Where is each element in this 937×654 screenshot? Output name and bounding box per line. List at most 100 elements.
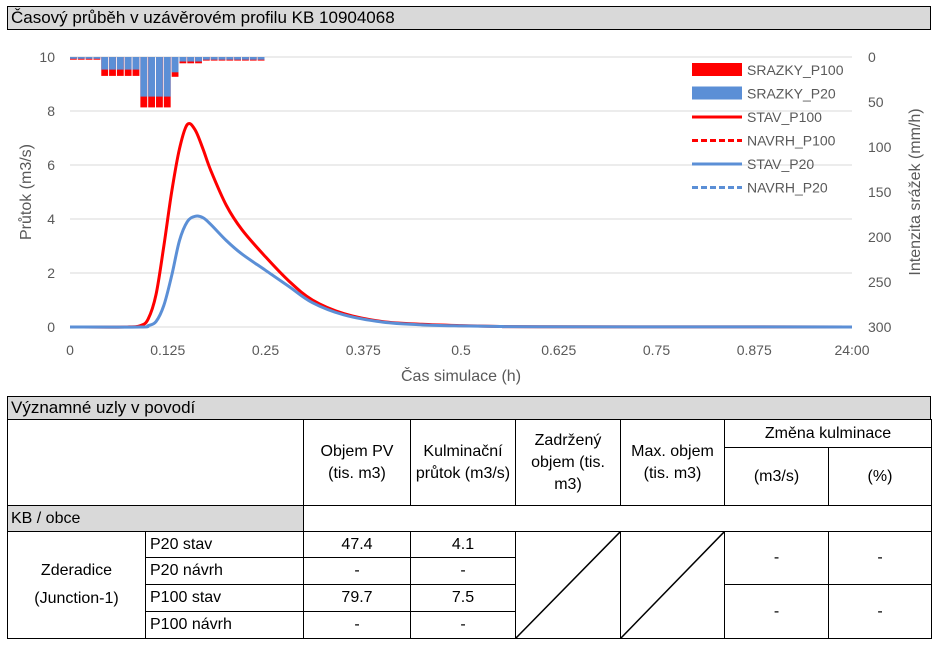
y2-axis-ticks: 0 50 100 150 200 250 300 <box>868 49 892 335</box>
peak-value: - <box>410 611 516 639</box>
rain-bar <box>132 57 140 70</box>
volume-value: 79.7 <box>303 584 411 612</box>
scenario-label: P100 stav <box>145 584 304 612</box>
rain-bar <box>257 57 265 60</box>
flow-lines <box>69 121 853 329</box>
x-tick-label: 24:00 <box>834 342 869 358</box>
diagonal-slash <box>621 532 724 638</box>
rain-bar <box>171 57 179 73</box>
node-id: (Junction-1) <box>34 590 119 607</box>
y2-tick-label: 300 <box>868 319 892 335</box>
rain-bar <box>109 57 116 70</box>
legend-label: STAV_P100 <box>747 109 822 125</box>
x-tick-label: 0.875 <box>737 342 772 358</box>
rain-bar <box>218 57 226 60</box>
rain-bar <box>140 57 148 97</box>
rain-bar <box>210 57 218 60</box>
nodes-table: Objem PV (tis. m3) Kulminační průtok (m3… <box>7 419 932 639</box>
volume-value: - <box>303 611 411 639</box>
rain-bar <box>70 57 77 59</box>
header-maxvol: Max. objem (tis. m3) <box>620 419 725 506</box>
peak-value: 7.5 <box>410 584 516 612</box>
change-pct-p100: - <box>828 584 932 639</box>
header-blank <box>7 419 304 506</box>
y2-tick-label: 200 <box>868 229 892 245</box>
x-tick-label: 0.5 <box>451 342 471 358</box>
rain-bar <box>226 57 234 60</box>
scenario-label: P100 návrh <box>145 611 304 639</box>
rain-bar <box>242 57 249 60</box>
y-tick-label: 4 <box>47 211 55 227</box>
scenario-label: P20 stav <box>145 531 304 558</box>
diagonal-slash <box>516 532 620 638</box>
series-line-stav_p100 <box>69 121 853 329</box>
change-abs-p20: - <box>724 531 829 585</box>
header-change-abs: (m3/s) <box>724 447 829 506</box>
rain-bar <box>101 57 109 70</box>
header-retained: Zadržený objem (tis. m3) <box>515 419 621 506</box>
x-axis-label: Čas simulace (h) <box>401 366 521 385</box>
node-name: Zderadice <box>40 562 113 579</box>
header-change-pct: (%) <box>828 447 932 506</box>
y2-tick-label: 50 <box>868 94 884 110</box>
y-axis-ticks: 0 2 4 6 8 10 <box>39 49 55 335</box>
group-label: KB / obce <box>7 505 304 532</box>
x-tick-label: 0 <box>66 342 74 358</box>
legend-label: SRAZKY_P100 <box>747 62 844 78</box>
header-volume: Objem PV (tis. m3) <box>303 419 411 506</box>
rain-bar <box>148 57 156 97</box>
hydrograph-chart: 0 2 4 6 8 10 0 50 100 150 200 250 300 0 0.125 0.25 0.3… <box>17 49 924 385</box>
rain-bar <box>156 57 163 97</box>
y-tick-label: 2 <box>47 265 55 281</box>
peak-value: 4.1 <box>410 531 516 558</box>
retained-cell <box>515 531 621 639</box>
chart-title: Časový průběh v uzávěrovém profilu KB 10… <box>7 6 931 30</box>
chart-legend: SRAZKY_P100 SRAZKY_P20 STAV_P100 NAVRH_P100… <box>692 62 844 196</box>
header-change: Změna kulminace <box>724 419 932 448</box>
rain-bar <box>163 57 171 97</box>
x-tick-label: 0.625 <box>541 342 576 358</box>
volume-value: 47.4 <box>303 531 411 558</box>
y2-tick-label: 0 <box>868 49 876 65</box>
legend-label: NAVRH_P20 <box>747 180 828 196</box>
scenario-label: P20 návrh <box>145 557 304 585</box>
y-tick-label: 0 <box>47 319 55 335</box>
rain-bar <box>234 57 242 60</box>
legend-swatch <box>692 86 742 100</box>
legend-label: SRAZKY_P20 <box>747 86 836 102</box>
y2-tick-label: 150 <box>868 184 892 200</box>
y-tick-label: 6 <box>47 157 55 173</box>
x-tick-label: 0.75 <box>643 342 670 358</box>
maxvol-cell <box>620 531 725 639</box>
legend-swatch <box>692 63 742 76</box>
rain-bar <box>93 57 101 59</box>
x-axis-ticks: 0 0.125 0.25 0.375 0.5 0.625 0.75 0.875 24:00 <box>66 342 870 358</box>
y2-axis-label: Intenzita srážek (mm/h) <box>907 108 924 275</box>
rain-bar <box>116 57 124 70</box>
x-tick-label: 0.25 <box>252 342 279 358</box>
rain-bar <box>202 57 210 60</box>
rain-bar <box>124 57 132 70</box>
y-axis-label: Průtok (m3/s) <box>17 144 35 240</box>
node-cell: Zderadice (Junction-1) <box>7 531 146 639</box>
y-tick-label: 8 <box>47 103 55 119</box>
y2-tick-label: 100 <box>868 139 892 155</box>
volume-value: - <box>303 557 411 585</box>
y-tick-label: 10 <box>39 49 55 65</box>
rain-bar <box>77 57 85 59</box>
rain-bar <box>195 57 202 62</box>
rain-bars <box>70 57 265 108</box>
legend-label: STAV_P20 <box>747 156 814 172</box>
y2-tick-label: 250 <box>868 274 892 290</box>
section-title: Významné uzly v povodí <box>7 396 931 420</box>
rain-bar <box>85 57 93 59</box>
change-pct-p20: - <box>828 531 932 585</box>
rain-bar <box>179 57 187 62</box>
rain-bar <box>187 57 195 62</box>
change-abs-p100: - <box>724 584 829 639</box>
series-line-stav_p20 <box>69 214 853 329</box>
legend-label: NAVRH_P100 <box>747 133 836 149</box>
x-tick-label: 0.375 <box>346 342 381 358</box>
rain-bar <box>249 57 257 60</box>
x-tick-label: 0.125 <box>150 342 185 358</box>
